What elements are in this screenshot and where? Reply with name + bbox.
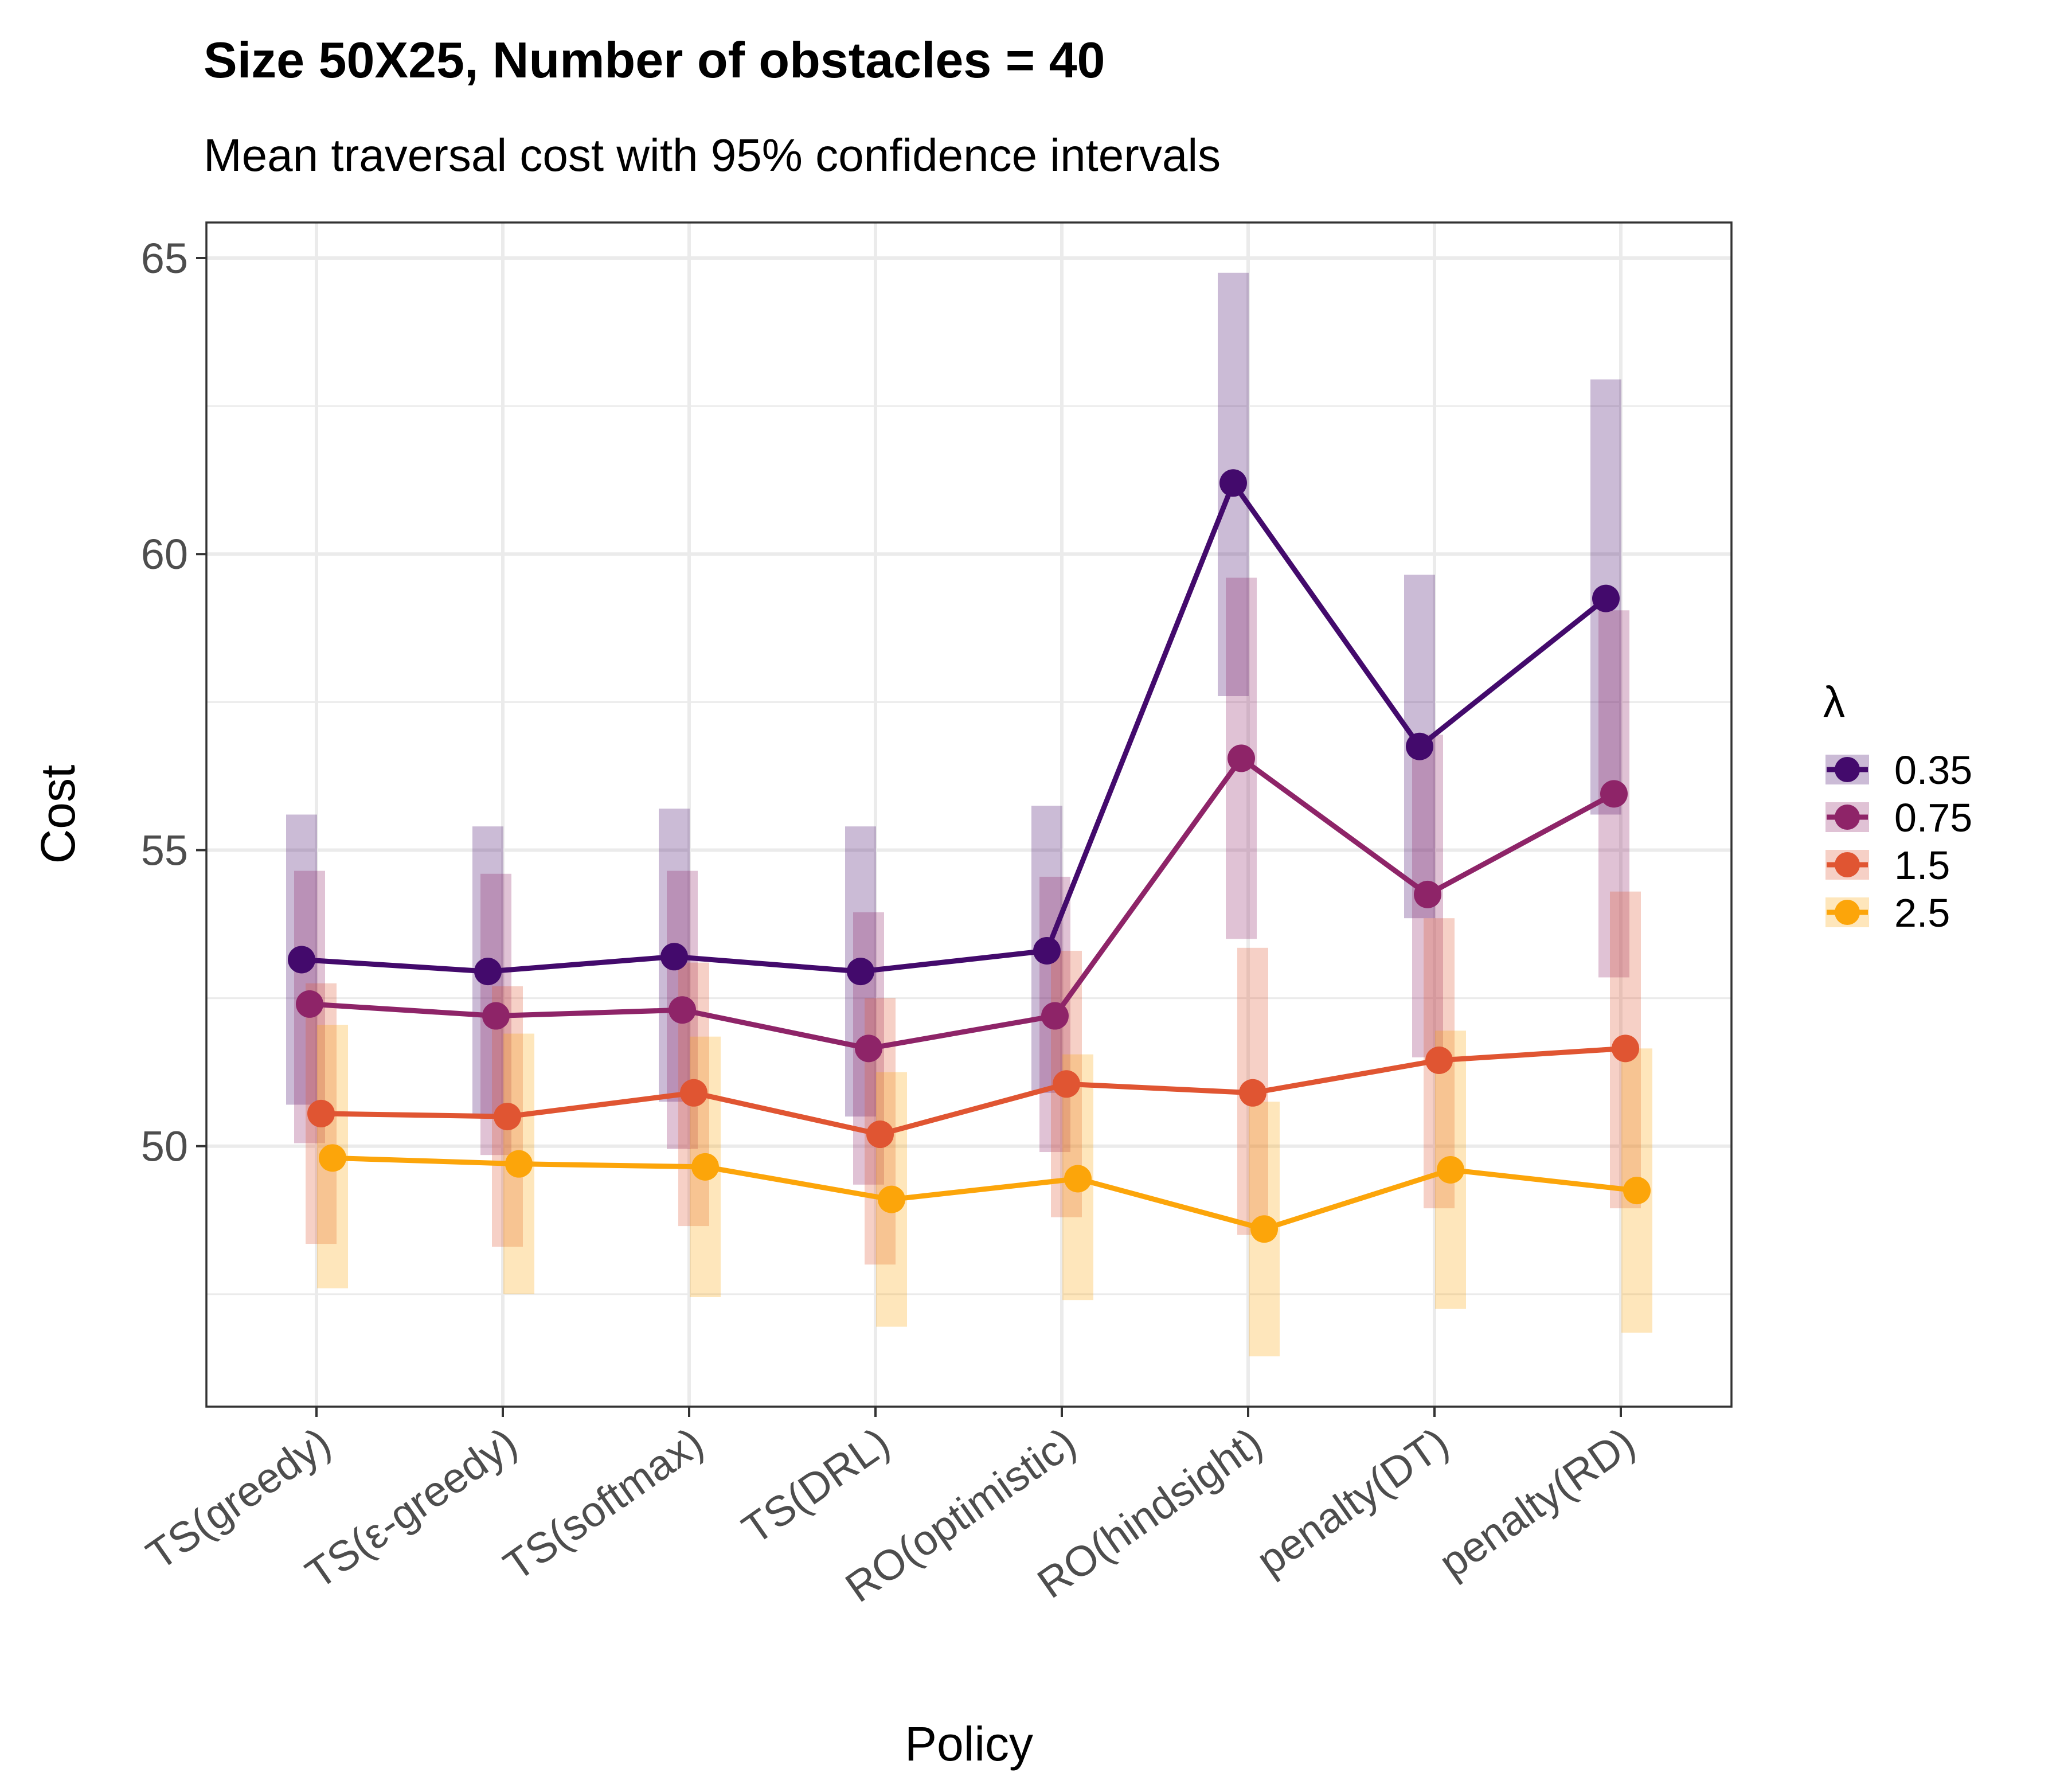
chart-subtitle: Mean traversal cost with 95% confidence … [204,130,1221,181]
data-point-0.35 [474,958,502,986]
plot-panel-border [205,221,1733,1408]
data-point-2.5 [878,1185,905,1213]
data-point-0.75 [1600,780,1628,808]
data-point-0.75 [669,996,696,1024]
legend-key-point-0.35 [1835,757,1860,782]
legend-key-point-0.75 [1835,805,1860,830]
data-point-0.75 [1228,744,1255,772]
x-axis-title: Policy [905,1717,1033,1771]
legend-label-1.5: 1.5 [1894,843,1950,888]
data-point-1.5 [307,1099,335,1127]
y-tick-label: 65 [141,235,188,282]
legend-key-point-2.5 [1835,900,1860,925]
data-point-2.5 [505,1150,533,1178]
data-point-0.35 [288,946,315,974]
gridlines [206,222,1731,1407]
data-point-1.5 [866,1121,894,1149]
data-point-0.75 [1041,1002,1069,1030]
legend-label-2.5: 2.5 [1894,891,1950,935]
data-point-2.5 [1250,1215,1278,1243]
data-point-0.75 [855,1034,882,1063]
data-point-1.5 [1612,1034,1639,1063]
series-lines [299,480,1640,1232]
data-point-1.5 [494,1103,521,1131]
chart-title: Size 50X25, Number of obstacles = 40 [204,32,1105,88]
y-tick-label: 60 [141,530,188,578]
data-point-0.35 [1219,469,1247,497]
series-line-1.5 [318,1045,1628,1137]
data-point-2.5 [1437,1156,1464,1184]
series-line-0.75 [307,755,1617,1051]
data-point-2.5 [691,1153,719,1181]
series-points [288,469,1651,1243]
data-point-0.35 [1592,584,1620,612]
data-point-0.35 [1033,936,1061,965]
series-line-0.35 [299,480,1609,974]
data-point-0.75 [296,990,323,1018]
legend-key-point-1.5 [1835,852,1860,877]
series-line-2.5 [330,1155,1640,1232]
data-point-0.35 [660,943,688,971]
data-point-2.5 [1623,1177,1651,1205]
data-point-0.35 [847,958,874,986]
data-point-1.5 [1239,1079,1266,1107]
data-point-1.5 [680,1079,707,1107]
legend: λ 0.350.751.52.5 [1823,678,1972,935]
legend-label-0.35: 0.35 [1894,748,1972,792]
legend-title: λ [1823,678,1845,727]
y-tick-label: 50 [141,1123,188,1170]
y-axis-title: Cost [31,765,85,864]
data-point-2.5 [319,1144,346,1172]
data-point-0.35 [1406,732,1433,760]
legend-label-0.75: 0.75 [1894,795,1972,840]
data-point-0.75 [1414,880,1441,908]
y-tick-label: 55 [141,826,188,874]
data-point-1.5 [1425,1046,1453,1074]
data-point-2.5 [1064,1165,1092,1193]
data-point-0.75 [482,1002,510,1030]
data-point-1.5 [1053,1070,1080,1098]
